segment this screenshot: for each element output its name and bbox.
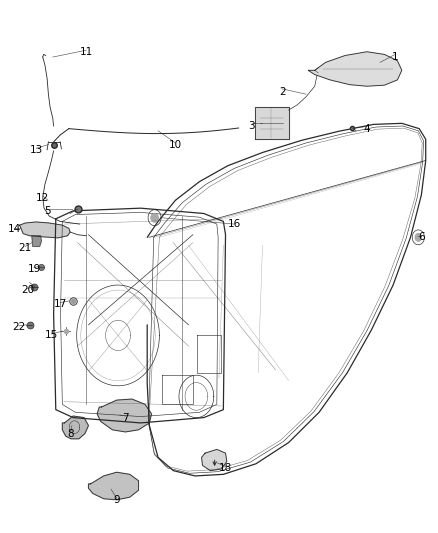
Text: 2: 2: [279, 86, 286, 96]
Text: 4: 4: [364, 124, 370, 134]
Polygon shape: [20, 222, 70, 238]
Text: 1: 1: [392, 52, 399, 62]
Polygon shape: [97, 399, 152, 432]
Polygon shape: [88, 472, 138, 500]
Text: 14: 14: [8, 224, 21, 235]
Text: 13: 13: [30, 145, 43, 155]
Text: 11: 11: [80, 47, 93, 56]
Text: 8: 8: [68, 429, 74, 439]
Polygon shape: [254, 108, 289, 139]
Text: 17: 17: [53, 298, 67, 309]
Text: 19: 19: [28, 264, 41, 274]
Text: 6: 6: [418, 232, 425, 243]
Polygon shape: [32, 236, 42, 246]
Text: 10: 10: [169, 140, 182, 150]
Text: 12: 12: [36, 192, 49, 203]
Text: 16: 16: [228, 219, 241, 229]
Text: 15: 15: [45, 330, 58, 341]
Text: 18: 18: [219, 463, 232, 473]
Text: 21: 21: [19, 243, 32, 253]
Polygon shape: [415, 233, 421, 241]
Text: 3: 3: [248, 121, 255, 131]
Text: 5: 5: [44, 206, 50, 216]
Text: 22: 22: [12, 322, 25, 333]
Polygon shape: [308, 52, 402, 86]
Polygon shape: [151, 214, 158, 222]
Text: 9: 9: [113, 495, 120, 505]
Polygon shape: [201, 449, 227, 471]
Text: 20: 20: [21, 285, 34, 295]
Polygon shape: [62, 416, 88, 439]
Text: 7: 7: [122, 413, 129, 423]
